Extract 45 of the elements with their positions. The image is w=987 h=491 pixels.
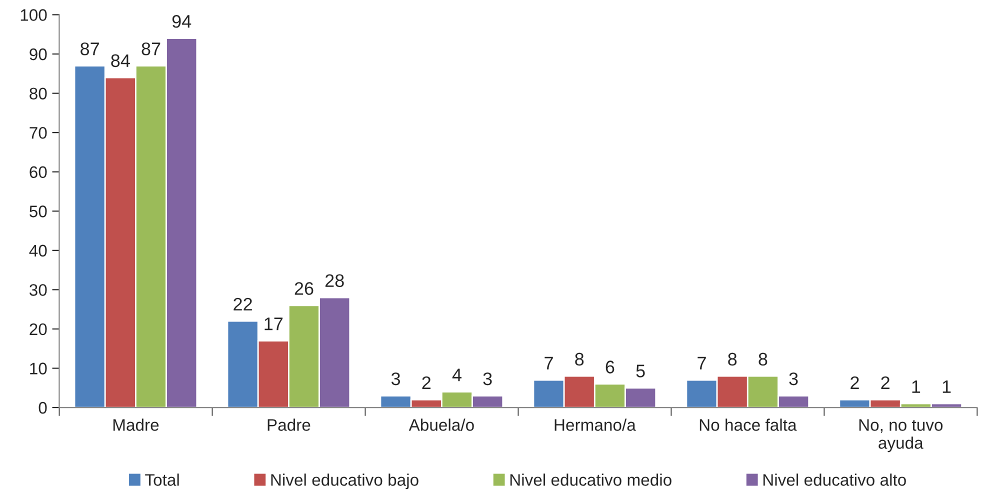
data-label: 5 bbox=[636, 364, 645, 378]
data-label: 2 bbox=[881, 376, 890, 389]
legend-label: Nivel educativo alto bbox=[763, 474, 906, 486]
y-tick-label: 50 bbox=[30, 206, 47, 218]
y-tick-label: 0 bbox=[38, 402, 47, 414]
y-tick-label: 100 bbox=[20, 9, 47, 21]
x-tick-label: Hermano/a bbox=[554, 418, 636, 431]
data-label: 22 bbox=[234, 298, 252, 310]
data-label: 87 bbox=[80, 42, 99, 56]
legend-label: Nivel educativo medio bbox=[510, 474, 672, 486]
x-tick-label: Padre bbox=[268, 418, 310, 431]
data-label: 6 bbox=[606, 360, 614, 374]
data-label: 26 bbox=[294, 282, 314, 295]
data-label: 8 bbox=[575, 352, 584, 366]
y-tick-label: 30 bbox=[30, 284, 47, 296]
x-tick-label: Abuela/o bbox=[408, 418, 474, 431]
data-label: 1 bbox=[942, 380, 951, 393]
data-label: 3 bbox=[483, 372, 492, 386]
data-label: 2 bbox=[850, 376, 859, 389]
x-tick-label: No hace falta bbox=[700, 418, 797, 431]
data-label: 7 bbox=[544, 356, 553, 370]
legend-label: Nivel educativo bajo bbox=[271, 474, 418, 490]
data-label: 7 bbox=[698, 356, 706, 370]
y-tick-label: 10 bbox=[30, 362, 47, 374]
data-label: 3 bbox=[391, 372, 400, 386]
x-tick-label: Madre bbox=[113, 418, 159, 431]
y-tick-label: 90 bbox=[30, 48, 47, 60]
data-label: 17 bbox=[264, 318, 283, 330]
legend-label: Total bbox=[145, 474, 179, 486]
data-label: 8 bbox=[758, 352, 768, 366]
data-label: 1 bbox=[912, 380, 920, 393]
data-label: 94 bbox=[172, 15, 192, 28]
y-tick-label: 20 bbox=[30, 323, 47, 336]
data-label: 2 bbox=[422, 376, 430, 389]
data-label: 28 bbox=[325, 274, 344, 288]
data-label: 87 bbox=[142, 42, 160, 56]
y-tick-label: 70 bbox=[30, 126, 47, 139]
y-tick-label: 80 bbox=[30, 88, 47, 100]
data-label: 84 bbox=[111, 54, 130, 68]
data-label: 3 bbox=[789, 372, 798, 386]
data-label: 8 bbox=[728, 352, 737, 366]
y-tick-label: 60 bbox=[30, 166, 47, 178]
y-tick-label: 40 bbox=[29, 244, 47, 257]
data-label: 4 bbox=[452, 368, 462, 382]
x-tick-label: No, no tuvo ayuda bbox=[859, 419, 943, 452]
